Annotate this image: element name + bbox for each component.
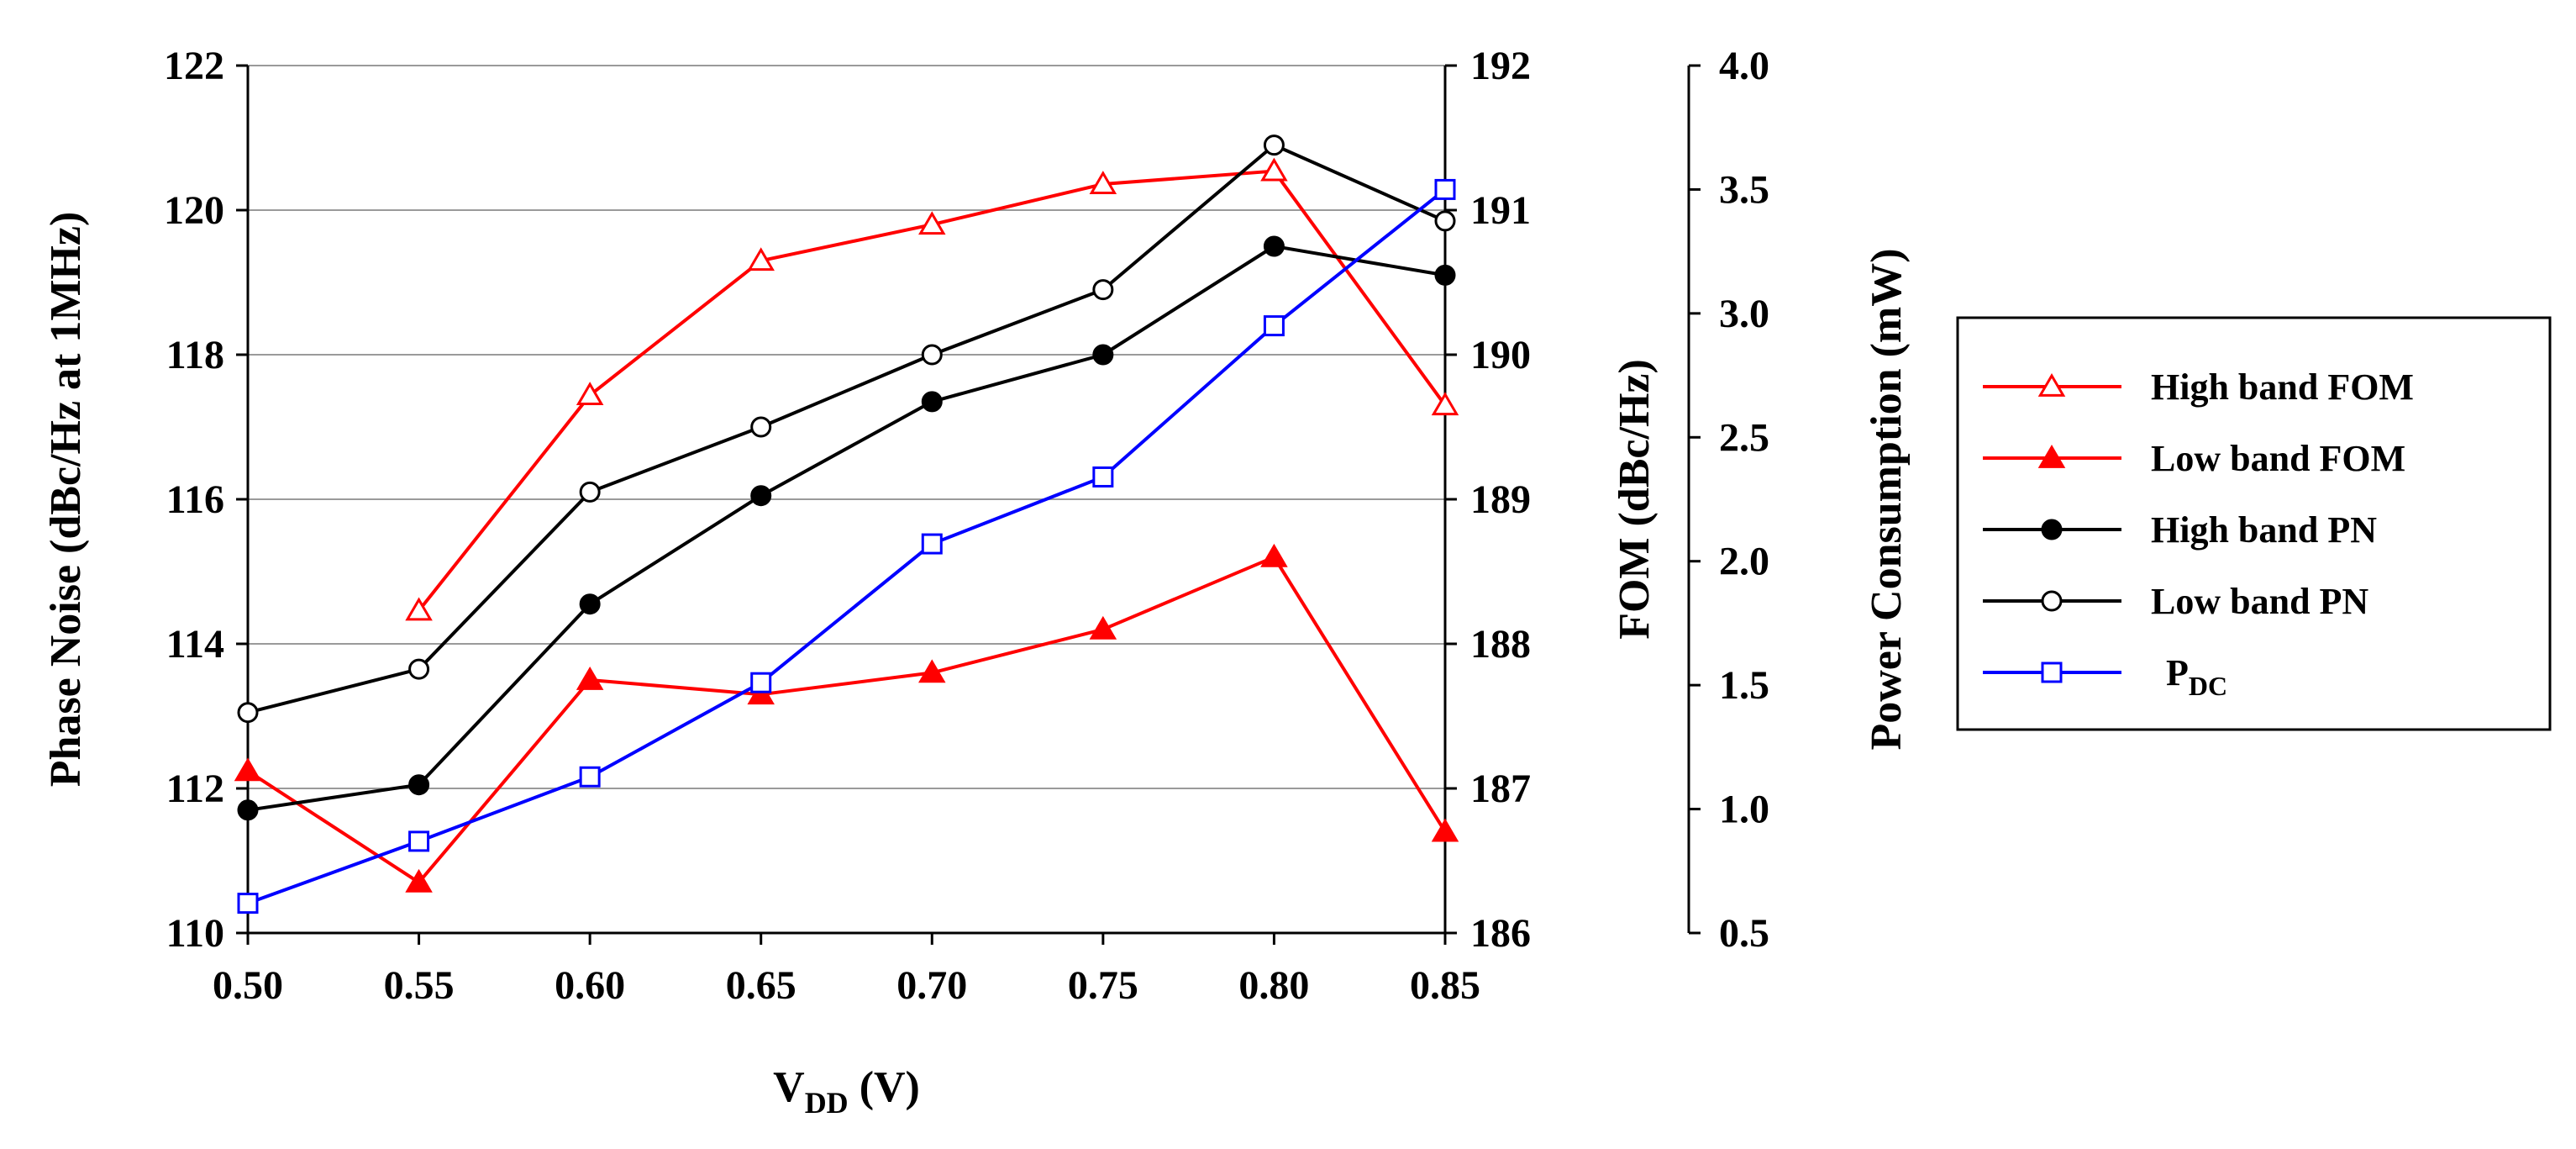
fom-tick-label-6: 192: [1470, 44, 1531, 88]
axes: 110 112 114 116 118 120 122 Phase Noise (dBc/Hz…: [42, 44, 1911, 1120]
fom-tick-label-1: 187: [1470, 767, 1531, 811]
power-tick-label-7: 4.0: [1719, 44, 1769, 88]
series-4-point-2: [579, 766, 601, 788]
fom-axis-title: FOM (dBc/Hz): [1611, 359, 1659, 640]
series-line-2: [247, 245, 1446, 812]
left-tick-label-4: 118: [166, 333, 224, 377]
series-1-point-6: [1260, 543, 1288, 567]
series-1: [234, 543, 1459, 893]
series-2: [237, 235, 1456, 821]
fom-tick-label-4: 190: [1470, 333, 1531, 377]
series-2-point-3: [750, 485, 772, 507]
series-4-point-7: [1434, 178, 1456, 200]
power-tick-label-2: 1.5: [1719, 663, 1769, 708]
series: [234, 134, 1459, 914]
series-0-point-2: [576, 382, 604, 406]
fom-tick-label-2: 188: [1470, 622, 1531, 667]
power-tick-label-3: 2.0: [1719, 540, 1769, 584]
series-1-point-4: [918, 659, 946, 683]
x-tick-label-7: 0.85: [1410, 963, 1480, 1008]
series-0-point-3: [747, 247, 775, 271]
legend-marker-2: [2041, 519, 2063, 540]
series-3-point-3: [750, 416, 772, 438]
legend-label-2: High band PN: [2151, 509, 2377, 551]
legend-marker-3: [2041, 590, 2063, 612]
series-line-4: [247, 187, 1447, 905]
series-4: [237, 178, 1456, 914]
series-3-point-5: [1092, 279, 1114, 301]
power-tick-label-4: 2.5: [1719, 415, 1769, 460]
fom-tick-label-3: 189: [1470, 477, 1531, 522]
legend-marker-4: [2041, 661, 2063, 683]
fom-tick-label-5: 191: [1470, 188, 1531, 233]
series-2-point-1: [408, 774, 430, 796]
x-tick-label-4: 0.70: [896, 963, 967, 1008]
series-0: [405, 157, 1459, 621]
series-4-point-6: [1263, 315, 1285, 337]
series-1-point-7: [1431, 818, 1459, 842]
legend-label-0: High band FOM: [2151, 366, 2414, 408]
left-tick-label-3: 116: [166, 477, 224, 522]
series-3-point-1: [408, 658, 430, 680]
series-1-point-1: [405, 868, 433, 893]
series-2-point-7: [1434, 264, 1456, 286]
left-tick-label-2: 114: [166, 622, 224, 667]
legend-label-1: Low band FOM: [2151, 438, 2405, 479]
series-4-point-5: [1092, 466, 1114, 488]
x-tick-label-1: 0.55: [384, 963, 455, 1008]
series-0-point-7: [1431, 392, 1459, 416]
series-line-3: [247, 143, 1446, 714]
power-axis-title: Power Consumption (mW): [1863, 248, 1911, 750]
series-1-point-3: [747, 681, 775, 705]
series-3-point-2: [579, 481, 601, 503]
series-4-point-0: [237, 893, 259, 914]
left-tick-label-6: 122: [164, 44, 224, 88]
x-tick-label-5: 0.75: [1068, 963, 1138, 1008]
series-2-point-6: [1263, 235, 1285, 257]
series-0-point-1: [405, 597, 433, 621]
power-tick-label-5: 3.0: [1719, 292, 1769, 336]
power-tick-label-1: 1.0: [1719, 788, 1769, 832]
legend: High band FOM Low band FOM High band PN Low…: [1956, 316, 2552, 731]
left-tick-label-0: 110: [166, 911, 224, 956]
series-4-point-1: [408, 830, 430, 852]
fom-tick-label-0: 186: [1470, 911, 1531, 956]
power-tick-label-6: 3.5: [1719, 167, 1769, 212]
series-3-point-4: [921, 344, 943, 366]
series-1-point-2: [576, 667, 604, 690]
series-3: [237, 134, 1456, 724]
series-0-point-4: [918, 211, 946, 235]
series-1-point-5: [1089, 615, 1117, 640]
series-2-point-4: [921, 391, 943, 413]
x-tick-label-6: 0.80: [1238, 963, 1309, 1008]
x-tick-label-3: 0.65: [726, 963, 796, 1008]
series-4-point-3: [750, 672, 772, 693]
series-0-point-5: [1089, 171, 1117, 194]
power-tick-label-0: 0.5: [1719, 911, 1769, 956]
series-line-1: [246, 555, 1447, 884]
series-2-point-0: [237, 799, 259, 821]
x-tick-label-2: 0.60: [555, 963, 625, 1008]
series-1-point-0: [234, 757, 262, 782]
legend-label-3: Low band PN: [2151, 581, 2368, 622]
x-tick-label-0: 0.50: [213, 963, 283, 1008]
grid: [248, 65, 1445, 934]
series-2-point-2: [579, 593, 601, 615]
legend-label-4: PDC: [2166, 652, 2227, 701]
series-0-point-6: [1260, 157, 1288, 182]
series-2-point-5: [1092, 344, 1114, 366]
legend-marker-1: [2037, 445, 2066, 468]
series-3-point-0: [237, 702, 259, 724]
x-axis-title: VDD (V): [773, 1063, 920, 1120]
left-tick-label-1: 112: [166, 767, 224, 811]
series-3-point-7: [1434, 210, 1456, 232]
legend-marker-0: [2037, 373, 2066, 397]
series-3-point-6: [1263, 134, 1285, 156]
left-axis-title: Phase Noise (dBc/Hz at 1MHz): [42, 212, 90, 788]
series-4-point-4: [921, 533, 943, 555]
left-tick-label-5: 120: [164, 188, 224, 233]
